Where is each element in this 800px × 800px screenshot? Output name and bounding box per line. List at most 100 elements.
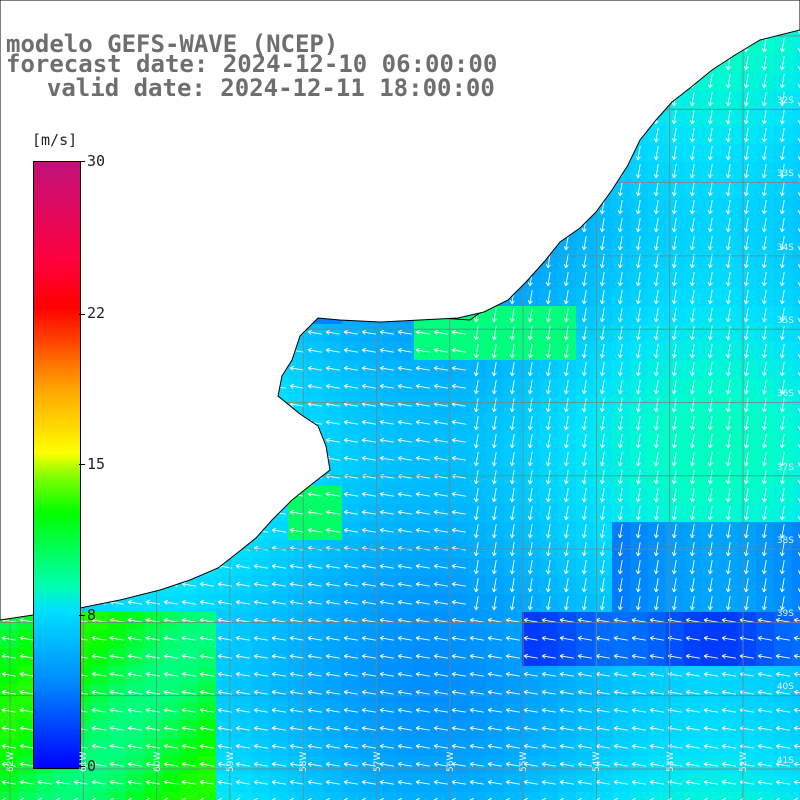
wind-arrow bbox=[689, 128, 695, 143]
wind-arrow bbox=[307, 581, 322, 587]
wind-arrow bbox=[433, 329, 448, 335]
wind-arrow bbox=[563, 254, 569, 269]
wind-arrow bbox=[397, 365, 412, 371]
wind-arrow bbox=[415, 671, 430, 677]
wind-arrow bbox=[253, 635, 268, 641]
wind-arrow bbox=[307, 725, 322, 731]
wind-arrow bbox=[289, 635, 304, 641]
wind-arrow bbox=[761, 470, 767, 485]
wind-arrow bbox=[761, 254, 767, 269]
wind-arrow bbox=[635, 344, 641, 359]
wind-arrow bbox=[505, 725, 520, 731]
wind-arrow bbox=[559, 635, 574, 641]
wind-arrow bbox=[617, 398, 623, 413]
wind-arrow bbox=[671, 362, 677, 377]
wind-arrow bbox=[361, 743, 376, 749]
wind-arrow bbox=[109, 617, 124, 623]
wind-arrow bbox=[361, 365, 376, 371]
wind-arrow bbox=[451, 671, 466, 677]
wind-arrow bbox=[617, 416, 623, 431]
wind-arrow bbox=[433, 653, 448, 659]
wind-arrow bbox=[181, 779, 196, 785]
grid-cell bbox=[252, 792, 271, 800]
wind-arrow bbox=[199, 779, 214, 785]
wind-arrow bbox=[289, 707, 304, 713]
wind-arrow bbox=[487, 707, 502, 713]
wind-arrow bbox=[433, 743, 448, 749]
wind-arrow bbox=[379, 329, 394, 335]
wind-arrow bbox=[127, 743, 142, 749]
wind-arrow bbox=[761, 506, 767, 521]
wind-arrow bbox=[127, 689, 142, 695]
wind-arrow bbox=[91, 689, 106, 695]
wind-arrow bbox=[469, 617, 484, 623]
wind-arrow bbox=[599, 236, 605, 251]
wind-arrow bbox=[635, 362, 641, 377]
wind-arrow bbox=[307, 635, 322, 641]
wind-arrow bbox=[361, 437, 376, 443]
grid-cell bbox=[54, 792, 73, 800]
wind-arrow bbox=[613, 707, 628, 713]
grid-cell bbox=[792, 414, 800, 433]
wind-arrow bbox=[473, 362, 479, 377]
longitude-label: 53W bbox=[665, 751, 676, 772]
wind-arrow bbox=[541, 761, 556, 767]
wind-arrow bbox=[199, 653, 214, 659]
wind-arrow bbox=[397, 689, 412, 695]
wind-arrow bbox=[271, 671, 286, 677]
wind-arrow bbox=[343, 383, 358, 389]
colorbar-tick-30: 30 bbox=[87, 152, 106, 170]
wind-arrow bbox=[55, 779, 70, 785]
wind-arrow bbox=[361, 581, 376, 587]
wind-arrow bbox=[271, 707, 286, 713]
wind-arrow bbox=[361, 779, 376, 785]
wind-arrow bbox=[109, 653, 124, 659]
wind-arrow bbox=[563, 488, 569, 503]
wind-arrow bbox=[361, 689, 376, 695]
wind-arrow bbox=[343, 671, 358, 677]
wind-arrow bbox=[523, 653, 538, 659]
wind-arrow bbox=[671, 578, 677, 593]
wind-arrow bbox=[779, 398, 785, 413]
wind-arrow bbox=[289, 725, 304, 731]
wind-arrow bbox=[325, 689, 340, 695]
wind-arrow bbox=[725, 434, 731, 449]
wind-arrow bbox=[563, 560, 569, 575]
wind-arrow bbox=[581, 488, 587, 503]
wind-arrow bbox=[743, 92, 749, 107]
grid-cell bbox=[594, 792, 613, 800]
wind-arrow bbox=[617, 344, 623, 359]
wind-arrow bbox=[779, 290, 785, 305]
wind-arrow bbox=[577, 779, 592, 785]
wind-arrow bbox=[761, 164, 767, 179]
wind-arrow bbox=[509, 560, 515, 575]
grid-cell bbox=[486, 792, 505, 800]
wind-arrow bbox=[653, 416, 659, 431]
wind-arrow bbox=[415, 761, 430, 767]
wind-arrow bbox=[325, 581, 340, 587]
wind-arrow bbox=[253, 761, 268, 767]
wind-arrow bbox=[689, 182, 695, 197]
wind-arrow bbox=[599, 596, 605, 611]
wind-arrow bbox=[415, 329, 430, 335]
grid-cell bbox=[288, 792, 307, 800]
wind-arrow bbox=[181, 761, 196, 767]
wind-arrow bbox=[433, 563, 448, 569]
wind-arrow bbox=[527, 560, 533, 575]
wind-arrow bbox=[473, 452, 479, 467]
wind-arrow bbox=[779, 326, 785, 341]
grid-cell bbox=[648, 792, 667, 800]
wind-arrow bbox=[761, 398, 767, 413]
wind-arrow bbox=[325, 707, 340, 713]
wind-arrow bbox=[505, 707, 520, 713]
wind-arrow bbox=[649, 653, 664, 659]
wind-arrow bbox=[433, 707, 448, 713]
grid-cell bbox=[792, 306, 800, 325]
wind-arrow bbox=[491, 506, 497, 521]
wind-arrow bbox=[779, 524, 785, 539]
wind-arrow bbox=[451, 437, 466, 443]
wind-arrow bbox=[563, 416, 569, 431]
wind-arrow bbox=[635, 164, 641, 179]
wind-arrow bbox=[343, 347, 358, 353]
wind-arrow bbox=[235, 635, 250, 641]
